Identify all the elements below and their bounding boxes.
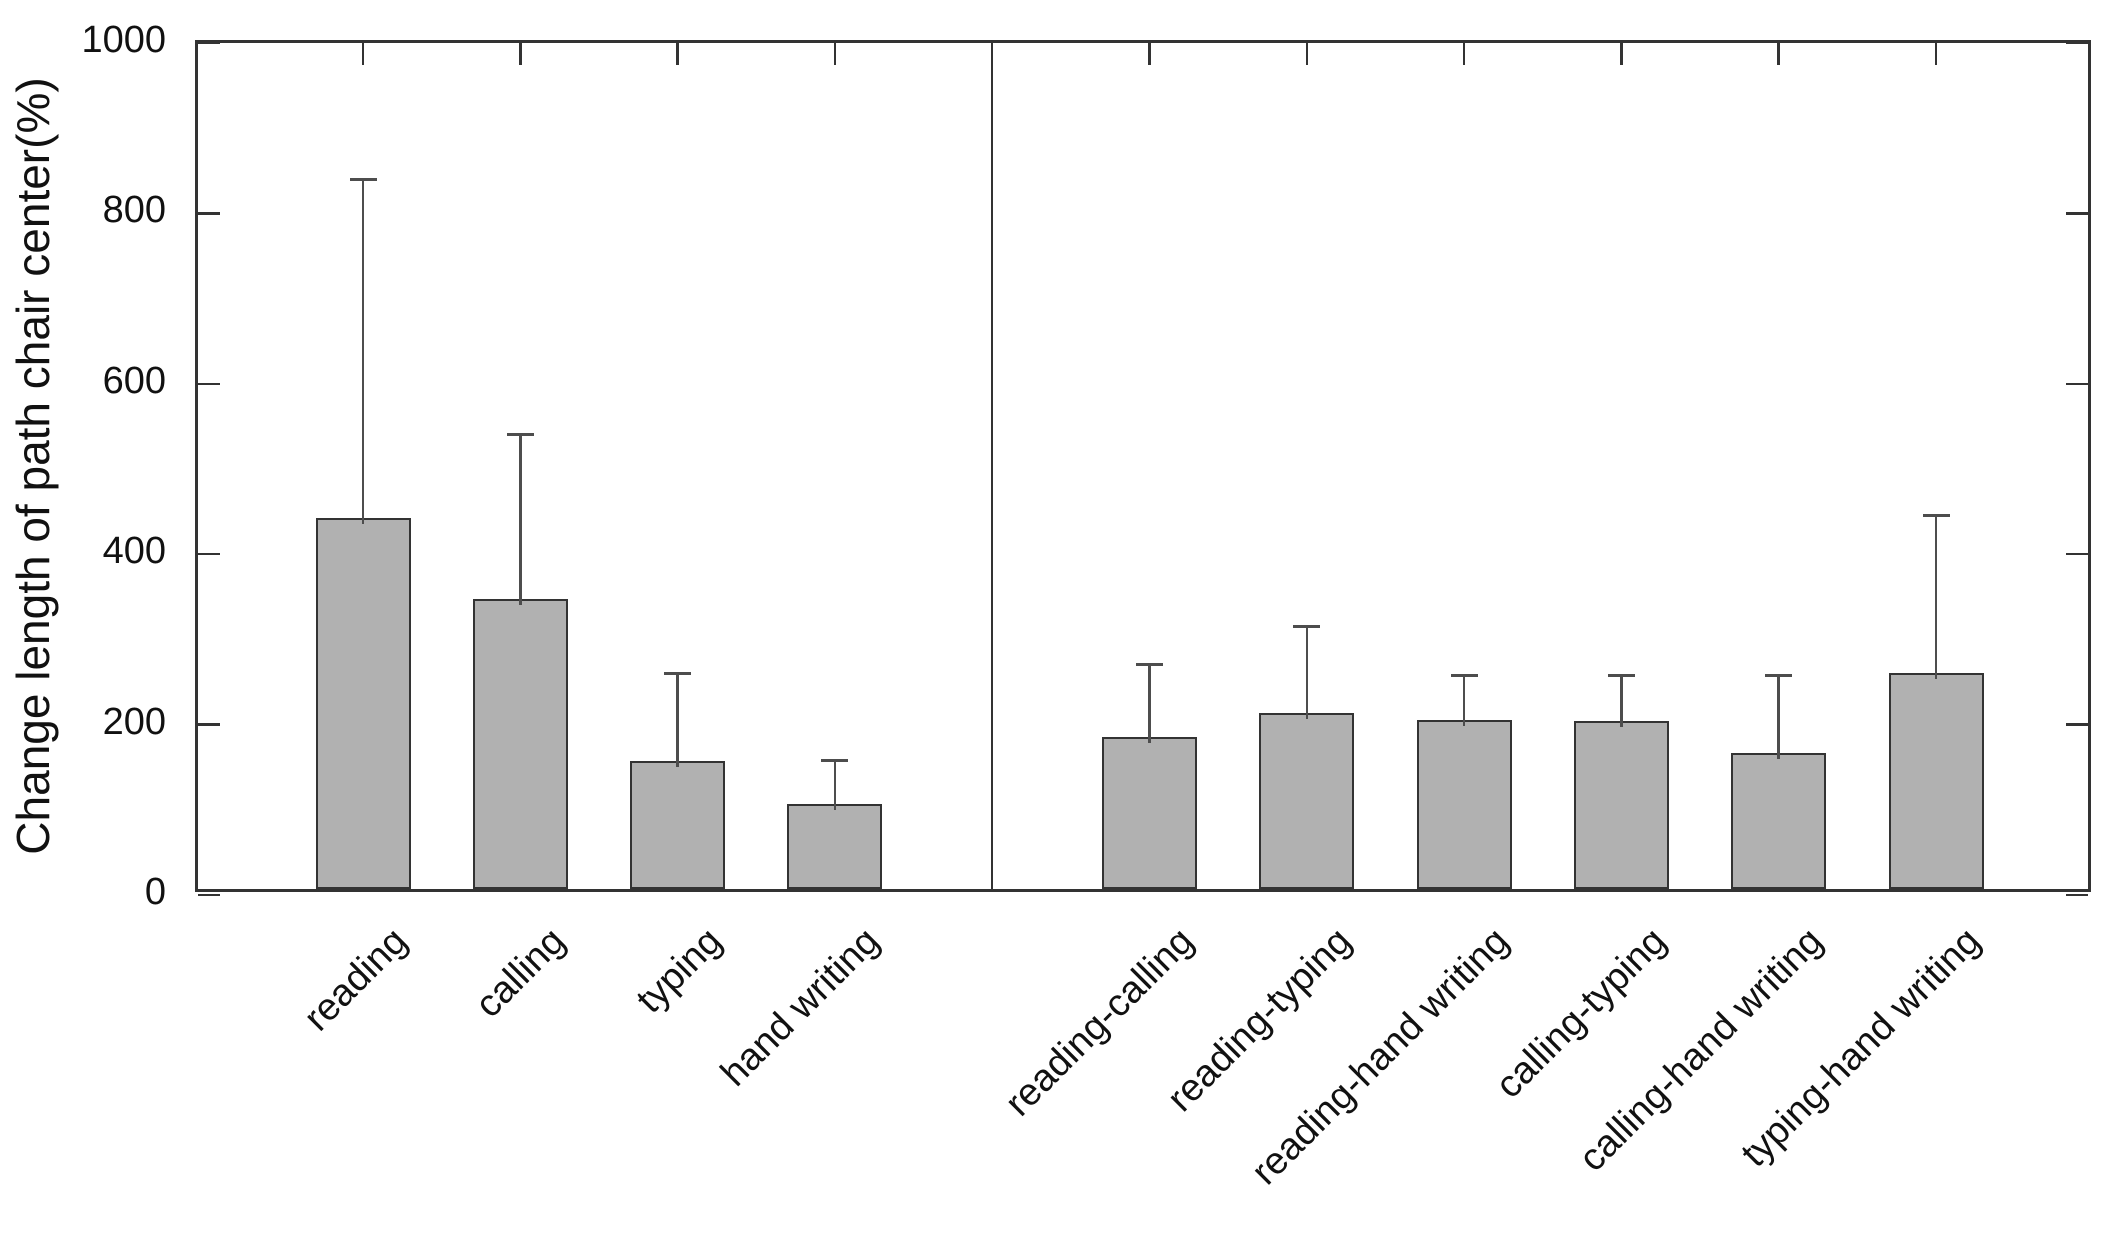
x-tick-top xyxy=(1462,43,1466,65)
y-tick-left xyxy=(198,212,220,215)
error-cap xyxy=(349,177,377,181)
y-tick-right xyxy=(2066,893,2088,897)
y-tick-label: 400 xyxy=(102,530,166,573)
y-tick-label: 600 xyxy=(102,359,166,402)
y-tick-left xyxy=(198,41,220,45)
error-cap xyxy=(1607,673,1635,677)
bar xyxy=(1731,752,1827,889)
x-tick-top xyxy=(1777,43,1780,65)
x-tick-label: typing xyxy=(628,920,731,1022)
x-tick-top xyxy=(833,43,837,65)
y-tick-left xyxy=(198,382,220,386)
y-tick-right xyxy=(2066,552,2088,556)
error-cap xyxy=(1765,673,1793,677)
x-tick-label: reading-hand writing xyxy=(1243,920,1517,1194)
x-tick-top xyxy=(1305,43,1309,65)
y-tick-label: 200 xyxy=(102,700,166,743)
bar xyxy=(630,761,726,889)
x-tick-top xyxy=(519,43,522,65)
error-bar xyxy=(676,673,679,768)
x-tick-top xyxy=(1620,43,1623,65)
y-tick-right xyxy=(2066,41,2088,45)
error-cap xyxy=(664,671,692,675)
x-tick-label: hand writing xyxy=(713,920,888,1095)
x-tick-label: reading xyxy=(296,920,416,1040)
error-bar xyxy=(833,760,837,810)
bar xyxy=(1573,721,1669,889)
y-tick-label: 800 xyxy=(102,189,166,232)
error-bar xyxy=(1777,675,1780,759)
y-tick-left xyxy=(198,552,220,556)
y-tick-left xyxy=(198,893,220,897)
bar xyxy=(472,599,568,889)
plot-area xyxy=(195,40,2091,897)
error-bar xyxy=(519,434,522,606)
error-cap xyxy=(1922,514,1950,518)
y-tick-left xyxy=(198,723,220,726)
error-cap xyxy=(1136,663,1163,667)
y-tick-label: 0 xyxy=(144,871,166,913)
error-cap xyxy=(506,433,534,437)
error-bar xyxy=(1148,664,1151,744)
bar xyxy=(1888,673,1984,889)
bar xyxy=(787,803,883,889)
x-tick-top xyxy=(361,43,365,65)
x-tick-labels: reading calling typing hand writing reading-… xyxy=(195,906,2091,1236)
x-tick-top xyxy=(676,43,679,65)
error-bar xyxy=(1462,675,1466,727)
bar xyxy=(315,518,411,889)
error-cap xyxy=(1293,625,1321,629)
x-tick-label: calling xyxy=(467,920,573,1026)
error-bar xyxy=(361,179,365,525)
x-tick-top xyxy=(1934,43,1938,65)
bar xyxy=(1416,720,1512,889)
y-tick-right xyxy=(2066,382,2088,386)
y-tick-right xyxy=(2066,212,2088,215)
bar xyxy=(1102,737,1197,889)
error-cap xyxy=(821,758,849,762)
y-tick-label: 1000 xyxy=(81,19,166,61)
bar xyxy=(1259,712,1355,889)
error-bar xyxy=(1620,675,1623,728)
y-tick-right xyxy=(2066,723,2088,726)
x-tick-top xyxy=(1148,43,1151,65)
group-divider xyxy=(990,43,994,889)
error-bar xyxy=(1934,515,1938,680)
error-bar xyxy=(1305,626,1309,719)
error-cap xyxy=(1450,673,1478,677)
y-tick-labels: 0 200 400 600 800 1000 xyxy=(0,19,180,913)
